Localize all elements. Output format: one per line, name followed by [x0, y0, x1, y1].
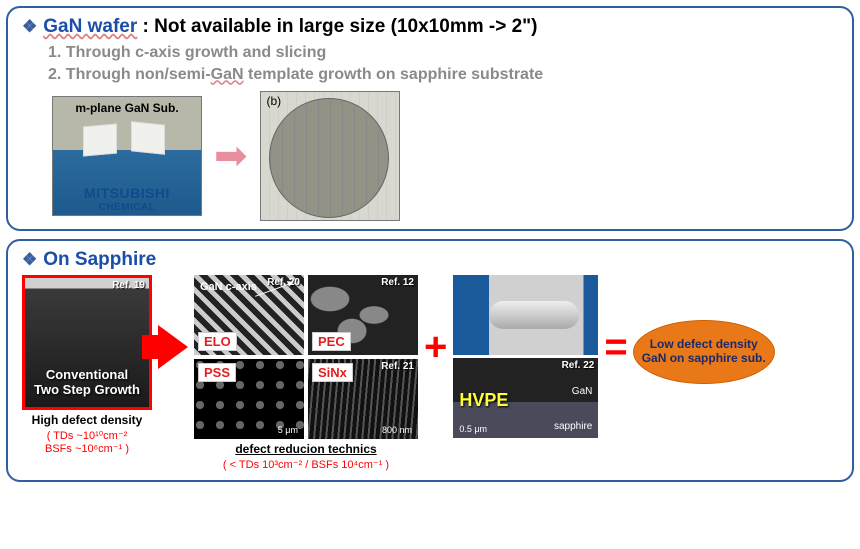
wafer-photo: (b) [260, 91, 400, 221]
col-conventional: Ref. 19 Conventional Two Step Growth Hig… [22, 275, 152, 456]
brand-line1: MITSUBISHI [53, 185, 201, 201]
sub-list: 1. Through c-axis growth and slicing 2. … [48, 42, 838, 85]
ref-conventional: Ref. 19 [112, 280, 145, 291]
panel2-title-line: ❖ On Sapphire [22, 249, 838, 271]
defect-col-right: Ref. 12 PEC Ref. 21 SiNx 800 nm [308, 275, 418, 439]
panel-on-sapphire: ❖ On Sapphire Ref. 19 Conventional Two St… [6, 239, 854, 482]
hvpe-gan-label: GaN [572, 386, 593, 397]
conventional-under-label: High defect density [32, 413, 143, 427]
sub-item-2: 2. Through non/semi-GaN template growth … [48, 64, 838, 86]
conventional-caption: Conventional Two Step Growth [25, 367, 149, 397]
result-bubble: Low defect density GaN on sapphire sub. [634, 321, 774, 383]
sem-pss: PSS 5 μm [194, 359, 304, 439]
wafer-circle [269, 98, 389, 218]
sem-conventional: Ref. 19 Conventional Two Step Growth [22, 275, 152, 410]
chip-right [131, 121, 165, 155]
hvpe-sapphire-label: sapphire [554, 421, 592, 432]
tag-elo: ELO [198, 332, 237, 351]
panel1-images-row: m-plane GaN Sub. MITSUBISHI CHEMICAL ➡ (… [52, 91, 838, 221]
ref-pec: Ref. 12 [381, 277, 414, 288]
tag-sinx: SiNx [312, 363, 353, 382]
tag-pec: PEC [312, 332, 351, 351]
mplane-photo: m-plane GaN Sub. MITSUBISHI CHEMICAL [52, 96, 202, 216]
result-text: Low defect density GaN on sapphire sub. [642, 338, 766, 366]
equals-icon: = [604, 325, 627, 370]
chip-left [83, 124, 117, 157]
arrow-right-icon: ➡ [214, 133, 248, 179]
bullet-diamond-icon: ❖ [22, 250, 37, 269]
bullet-diamond-icon: ❖ [22, 17, 37, 36]
panel2-title: On Sapphire [43, 249, 156, 270]
title-rest: : Not available in large size (10x10mm -… [137, 16, 537, 37]
sem-elo: Ref. 20 GaN c-axis ELO [194, 275, 304, 355]
defect-col-left: Ref. 20 GaN c-axis ELO PSS 5 μm [194, 275, 304, 439]
hvpe-label: HVPE [459, 390, 508, 411]
wafer-label-b: (b) [267, 94, 282, 108]
panel1-title: ❖ GaN wafer : Not available in large size… [22, 16, 838, 38]
ref-sinx: Ref. 21 [381, 361, 414, 372]
elo-axis-label: GaN c-axis [200, 281, 257, 293]
big-arrow-icon [158, 325, 188, 369]
plus-icon: + [424, 325, 447, 370]
sem-hvpe: Ref. 22 HVPE GaN sapphire 0.5 μm [453, 358, 598, 438]
col-defect-reduction: Ref. 20 GaN c-axis ELO PSS 5 μm Ref. 12 … [194, 275, 418, 472]
sem-pec: Ref. 12 PEC [308, 275, 418, 355]
title-strong: GaN wafer [43, 16, 137, 37]
defect-under-red: ( < TDs 10³cm⁻² / BSFs 10⁴cm⁻¹ ) [223, 459, 389, 472]
ref-hvpe: Ref. 22 [562, 360, 595, 371]
process-flow: Ref. 19 Conventional Two Step Growth Hig… [22, 275, 838, 472]
scale-hvpe: 0.5 μm [459, 424, 487, 434]
hvpe-tube [489, 301, 579, 329]
defect-grid: Ref. 20 GaN c-axis ELO PSS 5 μm Ref. 12 … [194, 275, 418, 439]
sub-item-1: 1. Through c-axis growth and slicing [48, 42, 838, 64]
col-hvpe: Ref. 22 HVPE GaN sapphire 0.5 μm [453, 275, 598, 438]
sem-sinx: Ref. 21 SiNx 800 nm [308, 359, 418, 439]
tag-pss: PSS [198, 363, 236, 382]
brand-line2: CHEMICAL [53, 202, 201, 213]
panel-gan-wafer: ❖ GaN wafer : Not available in large size… [6, 6, 854, 231]
scale-sinx: 800 nm [382, 425, 412, 435]
hvpe-equipment [453, 275, 598, 355]
conventional-under-red: ( TDs ~10¹⁰cm⁻² BSFs ~10⁶cm⁻¹ ) [45, 430, 129, 456]
scale-pss: 5 μm [278, 425, 298, 435]
defect-under-label: defect reducion technics [235, 442, 376, 456]
mplane-label: m-plane GaN Sub. [53, 101, 201, 115]
